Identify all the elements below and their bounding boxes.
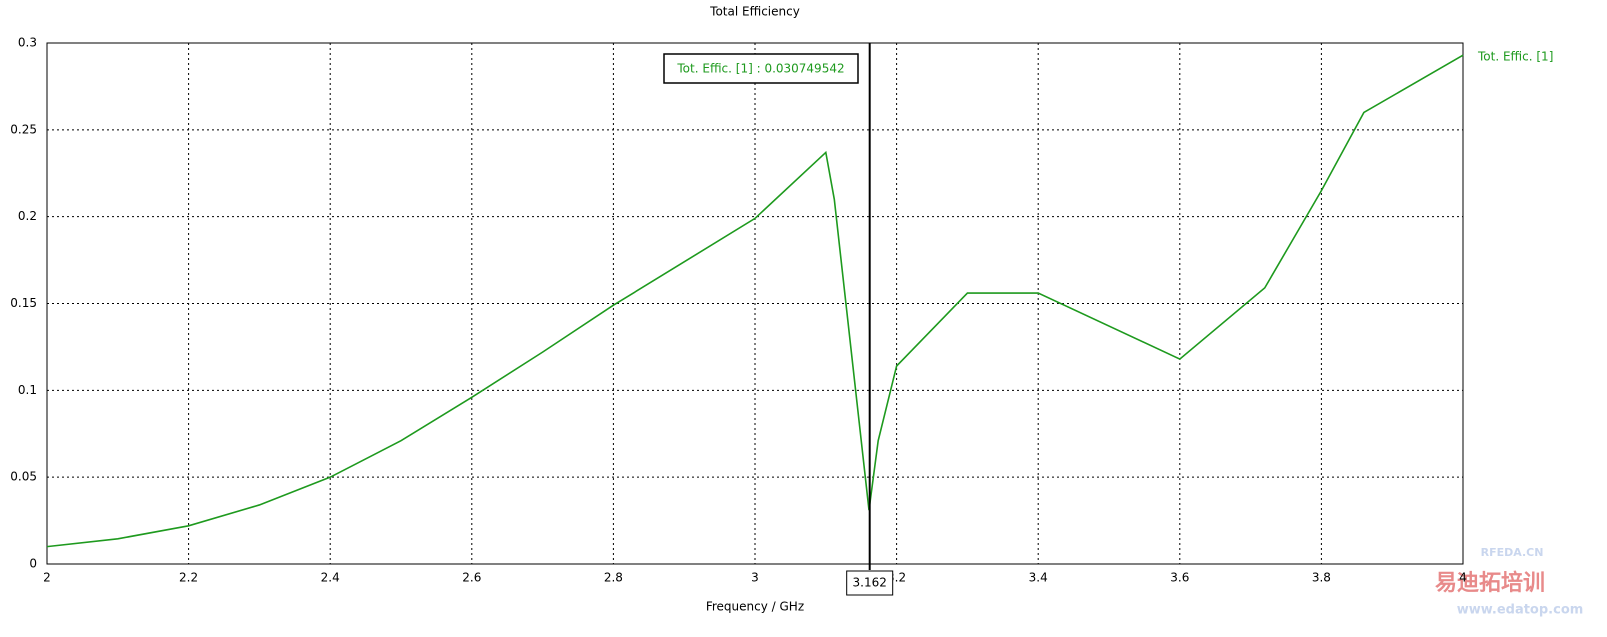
- x-tick-label: 3: [751, 571, 759, 585]
- watermark: www.edatop.com: [1457, 603, 1584, 618]
- x-tick-label: 3.6: [1170, 571, 1189, 585]
- readout-label: Tot. Effic. [1] : 0.030749542: [676, 62, 844, 76]
- y-tick-label: 0: [29, 557, 37, 571]
- x-tick-label: 2: [43, 571, 51, 585]
- x-axis-label: Frequency / GHz: [706, 600, 804, 614]
- x-tick-label: 2.6: [462, 571, 481, 585]
- x-tick-label: 4: [1459, 571, 1467, 585]
- plot-frame: [46, 42, 1464, 565]
- x-tick-label: 3.8: [1312, 571, 1331, 585]
- x-tick-label: 2.4: [321, 571, 340, 585]
- y-tick-label: 0.05: [10, 470, 37, 484]
- legend-label: Tot. Effic. [1]: [1477, 50, 1553, 64]
- y-tick-label: 0.3: [18, 36, 37, 50]
- x-tick-label: 3.4: [1029, 571, 1048, 585]
- line: [46, 54, 1464, 548]
- chart-title: Total Efficiency: [709, 5, 800, 19]
- marker-box: [846, 570, 894, 596]
- y-tick-label: 0.1: [18, 383, 37, 397]
- watermark: RFEDA.CN: [1481, 546, 1544, 559]
- watermark: 易迪拓培训: [1435, 570, 1545, 596]
- x-tick-label: 2.2: [179, 571, 198, 585]
- y-tick-label: 0.25: [10, 122, 37, 136]
- y-tick-label: 0.15: [10, 296, 37, 310]
- x-tick-label: 2.8: [604, 571, 623, 585]
- y-tick-label: 0.2: [18, 209, 37, 223]
- marker-label: 3.162: [853, 576, 887, 590]
- readout-box: [663, 53, 859, 84]
